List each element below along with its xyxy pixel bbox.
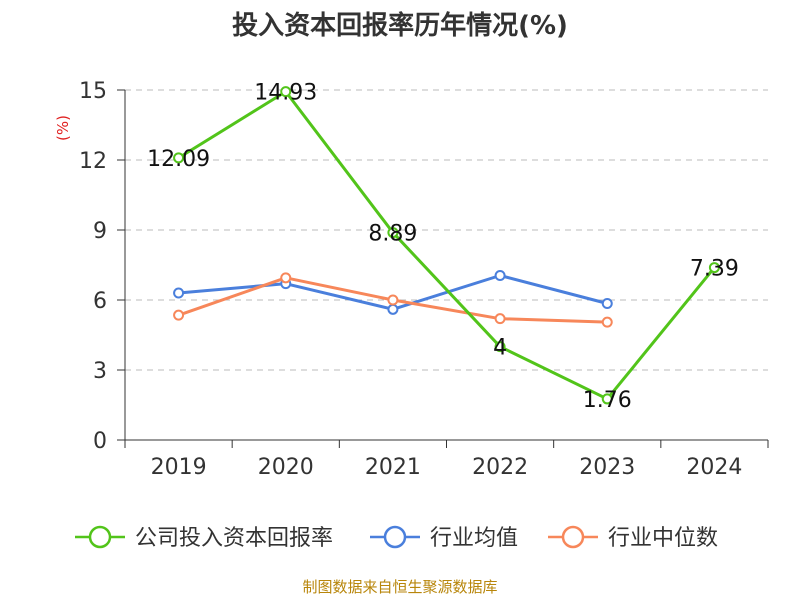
data-point	[387, 294, 399, 306]
data-point	[708, 262, 720, 274]
x-tick-label: 2022	[472, 455, 528, 480]
y-tick-label: 6	[93, 289, 107, 314]
data-point	[601, 393, 613, 405]
data-point	[173, 309, 185, 321]
data-label: 7.39	[690, 257, 739, 282]
series-1	[173, 270, 613, 315]
data-point	[601, 298, 613, 309]
legend-label: 行业中位数	[608, 526, 718, 551]
y-tick-label: 15	[79, 79, 107, 104]
data-label: 4	[493, 336, 507, 361]
data-label: 14.93	[254, 81, 317, 106]
y-tick-label: 9	[93, 219, 107, 244]
data-label: 12.09	[147, 147, 210, 172]
legend-swatch-marker	[383, 525, 407, 549]
y-axis-label: (%)	[54, 115, 72, 141]
legend: 公司投入资本回报率 行业均值 行业中位数	[75, 525, 718, 551]
legend-item: 行业均值	[370, 525, 518, 551]
legend-label: 行业均值	[430, 526, 518, 551]
y-tick-label: 3	[93, 359, 107, 384]
legend-item: 行业中位数	[548, 525, 718, 551]
data-point	[494, 341, 506, 353]
x-tick-label: 2023	[579, 455, 635, 480]
y-tick-label: 0	[93, 429, 107, 454]
x-tick-label: 2024	[686, 455, 742, 480]
series-line	[177, 90, 716, 401]
grid-lines	[125, 89, 768, 371]
x-tick-label: 2019	[151, 455, 207, 480]
legend-swatch-marker	[88, 525, 112, 549]
data-point	[601, 316, 613, 328]
series-0	[173, 86, 720, 405]
data-point	[494, 313, 506, 325]
chart-title: 投入资本回报率历年情况(%)	[232, 10, 568, 41]
legend-item: 公司投入资本回报率	[75, 525, 333, 551]
data-label: 1.76	[583, 388, 632, 413]
data-point	[280, 86, 292, 98]
series-2	[173, 272, 613, 328]
data-point	[387, 303, 399, 315]
y-tick-label: 12	[79, 149, 107, 174]
legend-label: 公司投入资本回报率	[135, 526, 333, 551]
data-point	[173, 152, 185, 164]
data-point	[494, 270, 506, 281]
data-point	[280, 272, 292, 284]
data-labels: 12.09 14.93 8.89 4 1.76 7.39	[147, 81, 739, 413]
source-note: 制图数据来自恒生聚源数据库	[302, 578, 497, 596]
legend-swatch-marker	[561, 525, 585, 549]
data-label: 8.89	[368, 222, 417, 247]
data-point	[387, 227, 399, 239]
x-tick-label: 2021	[365, 455, 421, 480]
x-tick-label: 2020	[258, 455, 314, 480]
series-lines	[173, 86, 720, 405]
data-point	[173, 287, 185, 299]
axes: 0 3 6 9 12 15 2019 2020 2021 2022 2023 2024	[79, 79, 769, 480]
